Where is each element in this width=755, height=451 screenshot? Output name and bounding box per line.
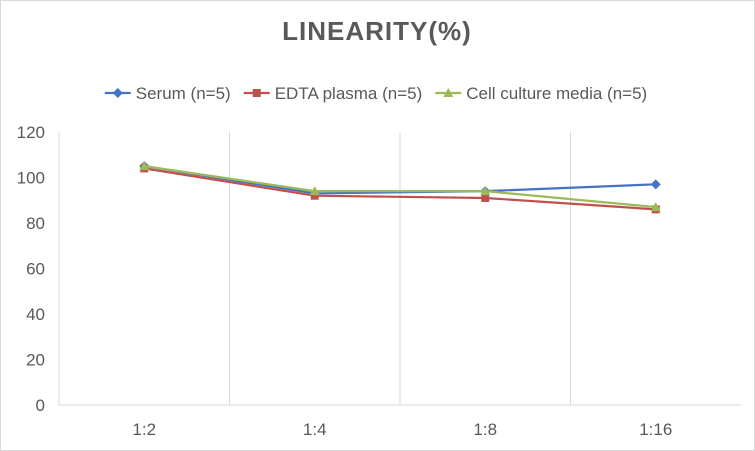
legend-label: Serum (n=5) [136,84,231,103]
x-tick-label: 1:8 [473,420,497,439]
y-tick-label: 120 [17,123,45,142]
legend-label: EDTA plasma (n=5) [275,84,423,103]
data-point-square [481,193,490,202]
data-point-triangle [139,161,150,171]
x-tick-label: 1:16 [639,420,672,439]
data-point-triangle [480,186,491,196]
data-point-triangle [309,186,320,196]
plot-area: 0 20 40 60 80 100 120 1:2 1:4 1:8 1:16 [17,123,741,439]
data-point-diamond [112,88,123,98]
series-2 [139,161,661,212]
legend-label: Cell culture media (n=5) [466,84,647,103]
y-tick-label: 80 [26,214,45,233]
data-point-triangle [443,88,454,97]
legend-item-2: Cell culture media (n=5) [435,84,647,103]
series-line [144,165,656,209]
y-tick-label: 0 [36,396,45,415]
x-tick-label: 1:2 [132,420,156,439]
chart-title: LINEARITY(%) [282,16,472,46]
data-point-square [252,89,261,97]
data-point-diamond [650,179,661,190]
data-point-square [310,191,319,200]
y-tick-label: 100 [17,169,45,188]
series-line [144,167,656,211]
legend-item-0: Serum (n=5) [104,84,231,103]
series-line [144,165,656,195]
data-point-triangle [650,202,661,212]
legend-item-1: EDTA plasma (n=5) [243,84,423,103]
y-tick-label: 60 [26,260,45,279]
legend: Serum (n=5) EDTA plasma (n=5) Cell culture… [104,84,647,103]
y-tick-label: 40 [26,305,45,324]
y-tick-label: 20 [26,351,45,370]
x-tick-label: 1:4 [303,420,327,439]
